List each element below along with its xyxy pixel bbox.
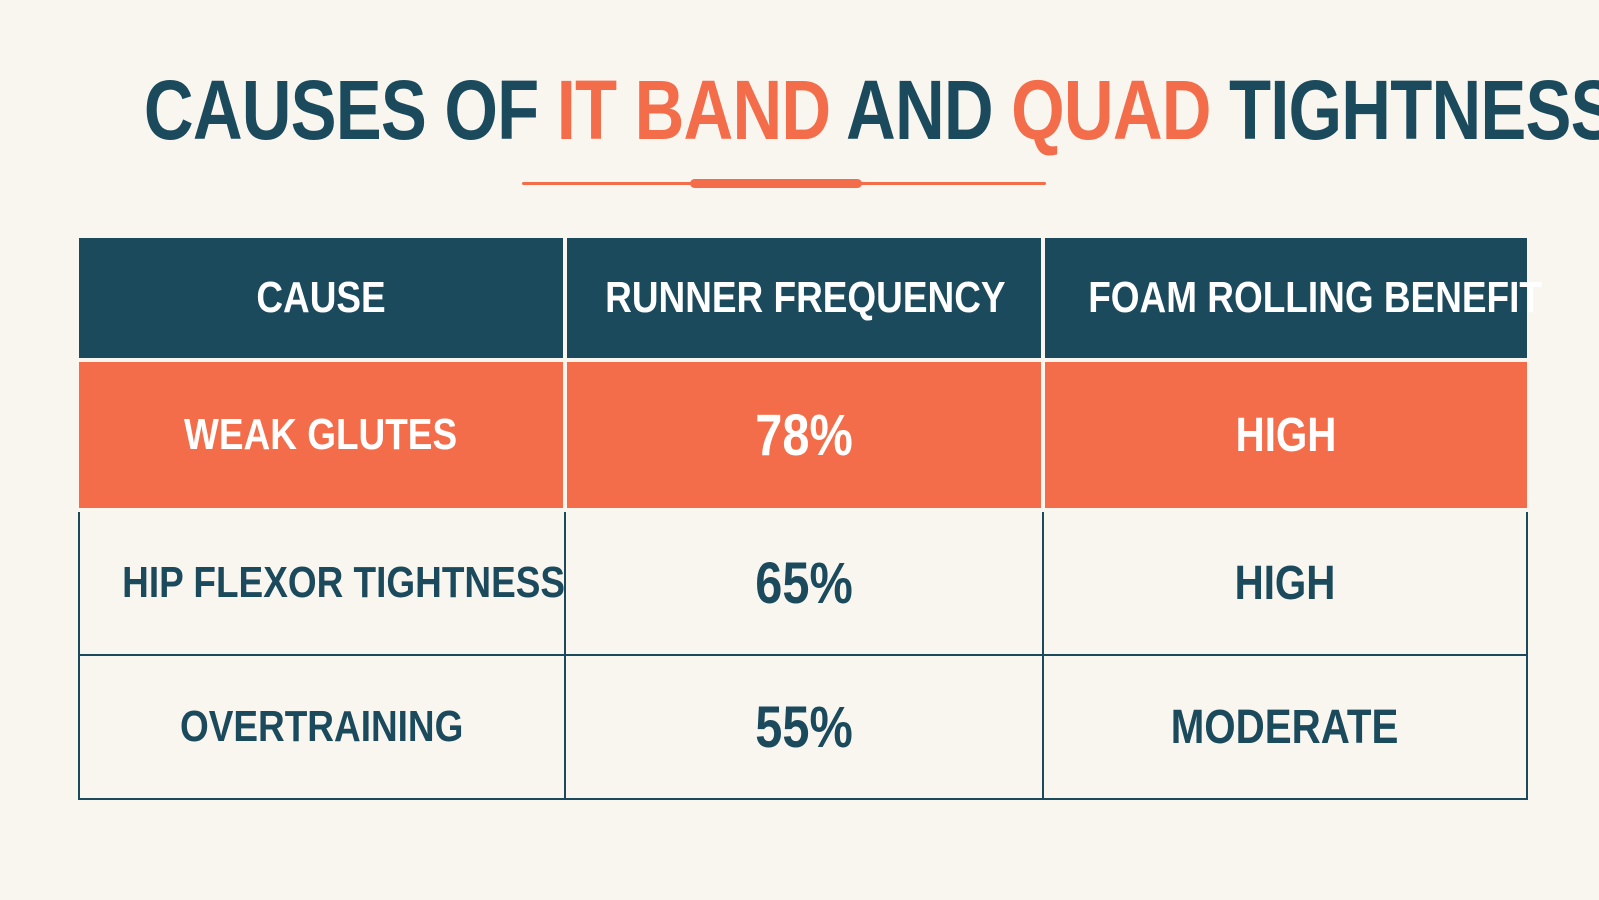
frequency-cell: 78% xyxy=(563,358,1043,512)
title-accent-quad: QUAD xyxy=(1011,63,1211,157)
frequency-cell: 55% xyxy=(564,654,1044,800)
title-divider-accent xyxy=(690,179,862,188)
cause-cell: OVERTRAINING xyxy=(78,654,566,800)
cause-cell: WEAK GLUTES xyxy=(79,358,565,512)
title-accent-it-band: IT BAND xyxy=(556,63,831,157)
frequency-cell: 65% xyxy=(564,509,1044,656)
title-text-3: TIGHTNESS xyxy=(1210,63,1599,157)
header-cause-label: CAUSE xyxy=(256,273,386,322)
benefit-value: HIGH xyxy=(1235,408,1337,462)
header-cause: CAUSE xyxy=(79,238,565,360)
benefit-cell: HIGH xyxy=(1041,358,1527,512)
page-title: CAUSES OF IT BAND AND QUAD TIGHTNESS xyxy=(143,62,1599,158)
table-header-row: CAUSE RUNNER FREQUENCY FOAM ROLLING BENE… xyxy=(79,238,1542,360)
frequency-value: 78% xyxy=(755,402,853,468)
table-row: HIP FLEXOR TIGHTNESS 65% HIGH xyxy=(78,509,1528,656)
header-runner-frequency: RUNNER FREQUENCY xyxy=(563,238,1043,360)
title-text-2: AND xyxy=(830,63,1012,157)
cause-label: HIP FLEXOR TIGHTNESS xyxy=(122,558,566,607)
cause-label: OVERTRAINING xyxy=(180,702,464,751)
table-row: WEAK GLUTES 78% HIGH xyxy=(79,358,1527,512)
header-frequency-label: RUNNER FREQUENCY xyxy=(605,273,1006,322)
cause-cell: HIP FLEXOR TIGHTNESS xyxy=(78,509,566,656)
frequency-value: 65% xyxy=(755,550,853,616)
benefit-value: HIGH xyxy=(1234,556,1336,610)
benefit-value: MODERATE xyxy=(1171,700,1399,754)
causes-table: CAUSE RUNNER FREQUENCY FOAM ROLLING BENE… xyxy=(78,238,1542,800)
table-row: OVERTRAINING 55% MODERATE xyxy=(78,654,1528,800)
frequency-value: 55% xyxy=(755,694,853,760)
title-text-1: CAUSES OF xyxy=(143,63,557,157)
header-foam-rolling-benefit: FOAM ROLLING BENEFIT xyxy=(1041,238,1542,360)
benefit-cell: HIGH xyxy=(1042,509,1528,656)
cause-label: WEAK GLUTES xyxy=(184,410,458,459)
benefit-cell: MODERATE xyxy=(1042,654,1528,800)
header-benefit-label: FOAM ROLLING BENEFIT xyxy=(1088,273,1542,322)
